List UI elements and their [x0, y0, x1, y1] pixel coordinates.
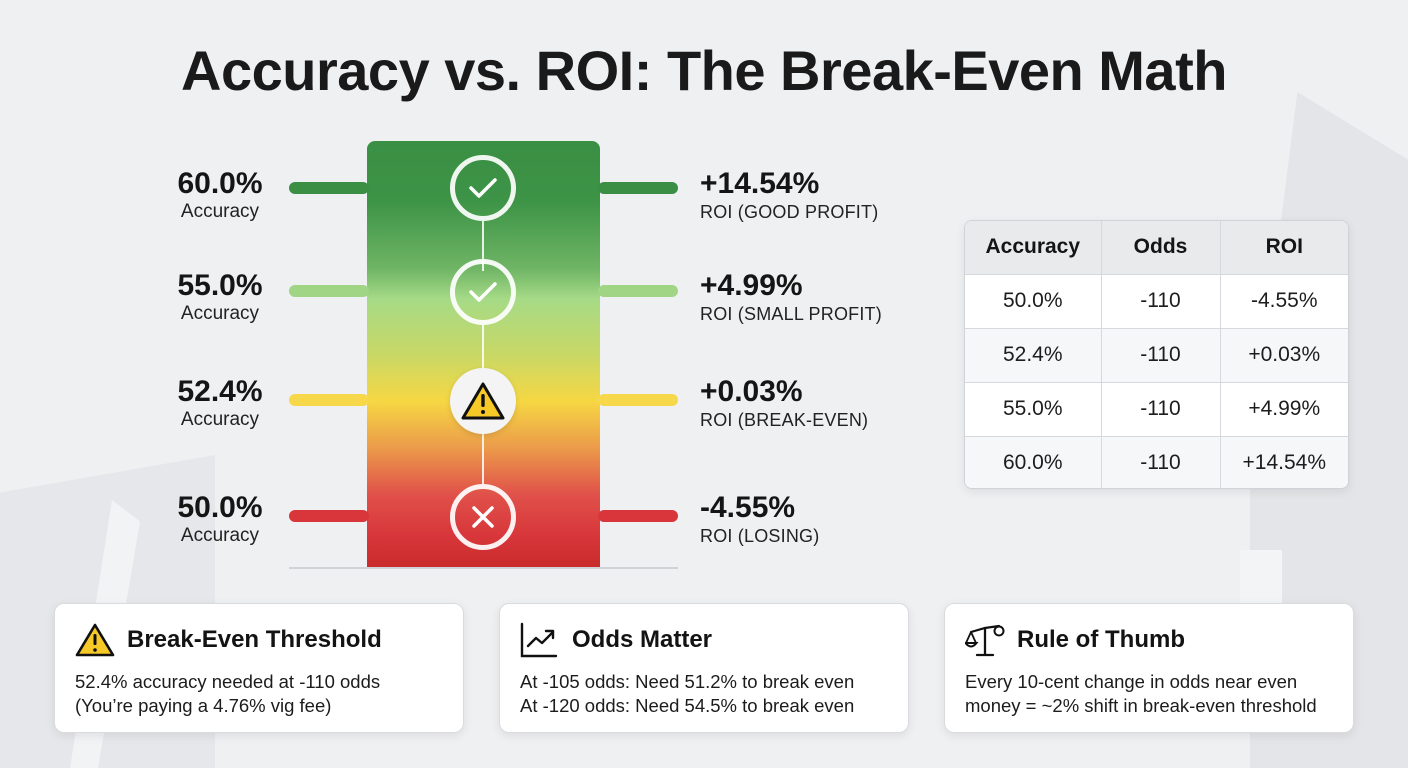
page-title: Accuracy vs. ROI: The Break-Even Math — [181, 39, 1227, 102]
table-cell: -110 — [1100, 327, 1221, 383]
table-cell: -4.55% — [1219, 273, 1348, 329]
card-text: money = ~2% shift in break-even threshol… — [965, 695, 1317, 716]
level-bar-right — [598, 285, 678, 297]
table-cell: +4.99% — [1219, 381, 1348, 437]
accuracy-value: 55.0% — [177, 269, 263, 302]
level-bar-right — [598, 510, 678, 522]
roi-caption: ROI (SMALL PROFIT) — [700, 304, 882, 324]
card-odds-matter: Odds Matter At -105 odds: Need 51.2% to … — [499, 603, 909, 733]
trend-chart-icon — [520, 622, 560, 658]
x-circle-icon — [450, 484, 516, 550]
card-break-even-threshold: Break-Even Threshold 52.4% accuracy need… — [54, 603, 464, 733]
table-cell: -110 — [1100, 381, 1221, 437]
table-cell: +14.54% — [1219, 435, 1348, 488]
column-header-accuracy: Accuracy — [965, 221, 1102, 275]
column-header-roi: ROI — [1219, 221, 1348, 275]
connector-line — [482, 434, 484, 484]
accuracy-value: 50.0% — [177, 491, 263, 524]
background-shape — [1240, 550, 1282, 605]
table-cell: 60.0% — [965, 435, 1102, 488]
table-cell: 52.4% — [965, 327, 1102, 383]
accuracy-caption: Accuracy — [180, 201, 260, 222]
card-title: Odds Matter — [572, 626, 713, 653]
accuracy-level-50: 50.0% Accuracy — [160, 492, 280, 548]
connector-line — [482, 221, 484, 271]
table-cell: 50.0% — [965, 273, 1102, 329]
roi-value: +14.54% — [700, 167, 820, 200]
level-bar-left — [289, 285, 369, 297]
table-row: 55.0% -110 +4.99% — [965, 381, 1348, 437]
card-text: At -120 odds: Need 54.5% to break even — [520, 695, 855, 716]
card-text: Every 10-cent change in odds near even — [965, 671, 1298, 692]
accuracy-value: 60.0% — [177, 167, 263, 200]
card-rule-of-thumb: Rule of Thumb Every 10-cent change in od… — [944, 603, 1354, 733]
connector-line — [482, 325, 484, 373]
table-row: 60.0% -110 +14.54% — [965, 435, 1348, 488]
roi-caption: ROI (BREAK-EVEN) — [700, 410, 869, 430]
accuracy-caption: Accuracy — [180, 409, 260, 430]
card-text: 52.4% accuracy needed at -110 odds — [75, 671, 381, 692]
gauge-baseline — [289, 567, 678, 569]
accuracy-level-55: 55.0% Accuracy — [160, 270, 280, 326]
roi-caption: ROI (LOSING) — [700, 526, 820, 546]
accuracy-level-52-4: 52.4% Accuracy — [160, 376, 280, 432]
accuracy-value: 52.4% — [177, 375, 263, 408]
table-cell: +0.03% — [1219, 327, 1348, 383]
warning-icon — [450, 368, 516, 434]
accuracy-level-60: 60.0% Accuracy — [160, 168, 280, 224]
warning-icon — [75, 622, 115, 658]
check-circle-icon — [450, 155, 516, 221]
level-bar-left — [289, 394, 369, 406]
roi-value: +4.99% — [700, 269, 803, 302]
accuracy-roi-table: Accuracy Odds ROI 50.0% -110 -4.55% 52.4… — [964, 220, 1349, 489]
level-bar-right — [598, 182, 678, 194]
roi-caption: ROI (GOOD PROFIT) — [700, 202, 879, 222]
level-bar-right — [598, 394, 678, 406]
table-row: 50.0% -110 -4.55% — [965, 273, 1348, 329]
scale-icon — [965, 622, 1005, 658]
card-text: At -105 odds: Need 51.2% to break even — [520, 671, 855, 692]
table-cell: -110 — [1100, 273, 1221, 329]
roi-level-break-even: +0.03% ROI (BREAK-EVEN) — [700, 376, 868, 432]
column-header-odds: Odds — [1100, 221, 1221, 275]
level-bar-left — [289, 510, 369, 522]
roi-value: +0.03% — [700, 375, 803, 408]
table-cell: -110 — [1100, 435, 1221, 488]
roi-level-losing: -4.55% ROI (LOSING) — [700, 492, 819, 548]
table-cell: 55.0% — [965, 381, 1102, 437]
roi-level-small-profit: +4.99% ROI (SMALL PROFIT) — [700, 270, 882, 326]
check-circle-icon — [450, 259, 516, 325]
level-bar-left — [289, 182, 369, 194]
accuracy-caption: Accuracy — [180, 303, 260, 324]
card-text: (You’re paying a 4.76% vig fee) — [75, 695, 332, 716]
roi-level-good-profit: +14.54% ROI (GOOD PROFIT) — [700, 168, 878, 224]
card-title: Break-Even Threshold — [127, 626, 382, 653]
accuracy-caption: Accuracy — [180, 525, 260, 546]
roi-value: -4.55% — [700, 491, 796, 524]
table-row: 52.4% -110 +0.03% — [965, 327, 1348, 383]
card-title: Rule of Thumb — [1017, 626, 1185, 653]
